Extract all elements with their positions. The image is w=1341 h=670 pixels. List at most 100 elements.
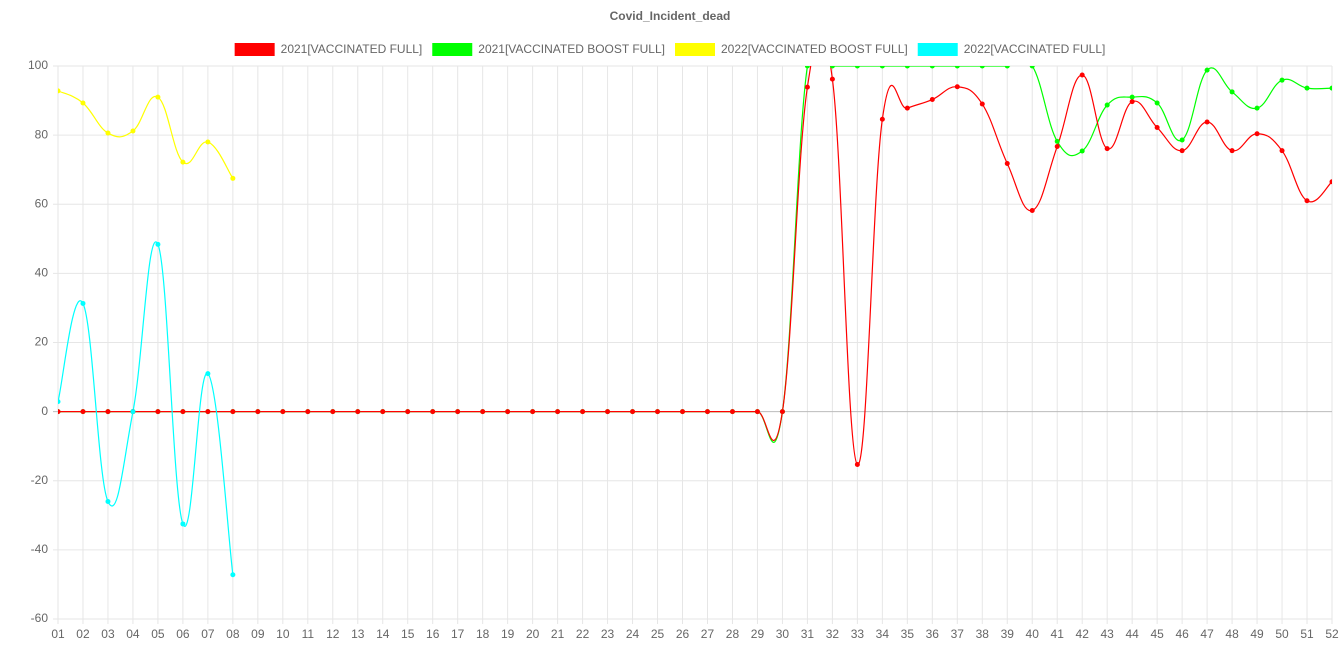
data-point: [105, 409, 111, 415]
x-tick-label: 33: [851, 627, 865, 641]
chart-title: Covid_Incident_dead: [610, 9, 731, 23]
series-line: [58, 90, 234, 179]
data-point: [854, 462, 860, 468]
data-point: [1104, 146, 1110, 152]
data-point: [205, 139, 211, 145]
x-tick-label: 27: [701, 627, 715, 641]
x-tick-label: 11: [302, 627, 315, 641]
data-point: [1054, 144, 1060, 150]
data-point: [58, 88, 61, 94]
x-tick-label: 44: [1125, 627, 1139, 641]
data-point: [1154, 125, 1160, 131]
data-point: [729, 409, 735, 415]
data-point: [1279, 77, 1285, 83]
data-point: [430, 409, 436, 415]
data-point: [230, 409, 236, 415]
y-tick-label: -20: [31, 473, 49, 487]
data-point: [854, 66, 860, 69]
x-tick-label: 36: [926, 627, 940, 641]
series-line: [58, 66, 1332, 443]
data-point: [1279, 148, 1285, 154]
data-point: [630, 409, 636, 415]
x-tick-label: 13: [351, 627, 365, 641]
data-point: [255, 409, 261, 415]
data-point: [879, 116, 885, 122]
data-point: [1304, 85, 1310, 91]
x-tick-label: 42: [1076, 627, 1090, 641]
data-point: [80, 409, 86, 415]
legend-swatch: [675, 43, 715, 56]
data-point: [380, 409, 386, 415]
data-point: [330, 409, 336, 415]
y-tick-label: 20: [35, 335, 49, 349]
x-tick-label: 24: [626, 627, 640, 641]
data-point: [230, 572, 236, 578]
legend-item: 2022[VACCINATED BOOST FULL]: [675, 42, 908, 56]
data-point: [180, 159, 186, 165]
data-point: [1029, 207, 1035, 213]
data-point: [829, 76, 835, 82]
data-point: [455, 409, 461, 415]
x-tick-label: 20: [526, 627, 540, 641]
y-tick-label: -40: [31, 542, 49, 556]
x-tick-label: 29: [751, 627, 765, 641]
data-point: [130, 409, 136, 415]
x-tick-label: 25: [651, 627, 665, 641]
y-tick-label: 40: [35, 266, 49, 280]
series-line: [58, 66, 1332, 466]
data-point: [155, 409, 161, 415]
data-point: [879, 66, 885, 69]
legend-label: 2021[VACCINATED BOOST FULL]: [478, 42, 665, 56]
y-tick-label: -60: [31, 611, 49, 625]
data-point: [1204, 67, 1210, 73]
data-point: [58, 399, 61, 405]
data-point: [280, 409, 286, 415]
data-point: [1029, 66, 1035, 69]
data-point: [704, 409, 710, 415]
x-tick-label: 08: [226, 627, 240, 641]
data-point: [155, 241, 161, 247]
x-tick-label: 19: [501, 627, 515, 641]
x-tick-label: 09: [251, 627, 265, 641]
x-tick-label: 37: [951, 627, 965, 641]
x-tick-label: 14: [376, 627, 390, 641]
y-tick-label: 0: [41, 404, 48, 418]
data-point: [505, 409, 511, 415]
data-point: [105, 498, 111, 504]
data-point: [355, 409, 361, 415]
legend-label: 2022[VACCINATED BOOST FULL]: [721, 42, 908, 56]
data-point: [1254, 105, 1260, 111]
data-point: [1254, 131, 1260, 137]
data-point: [1054, 138, 1060, 144]
x-tick-label: 52: [1325, 627, 1339, 641]
data-point: [929, 97, 935, 103]
data-point: [130, 128, 136, 134]
data-point: [954, 66, 960, 69]
data-point: [1104, 102, 1110, 108]
legend-item: 2021[VACCINATED FULL]: [234, 42, 423, 56]
data-point: [655, 409, 661, 415]
legend: 2021[VACCINATED FULL] 2021[VACCINATED BOO…: [234, 42, 1106, 56]
data-point: [180, 409, 186, 415]
data-point: [1304, 198, 1310, 204]
x-tick-label: 32: [826, 627, 840, 641]
x-tick-label: 15: [401, 627, 415, 641]
data-point: [929, 66, 935, 69]
data-point: [80, 300, 86, 306]
data-point: [180, 521, 186, 527]
x-tick-label: 50: [1275, 627, 1289, 641]
data-point: [1329, 85, 1332, 91]
legend-label: 2022[VACCINATED FULL]: [964, 42, 1106, 56]
legend-label: 2021[VACCINATED FULL]: [281, 42, 423, 56]
data-point: [1229, 89, 1235, 95]
x-tick-label: 51: [1300, 627, 1314, 641]
x-tick-label: 12: [326, 627, 340, 641]
x-tick-label: 21: [551, 627, 565, 641]
data-point: [904, 105, 910, 111]
data-point: [1329, 179, 1332, 185]
data-point: [829, 66, 835, 69]
x-tick-label: 40: [1026, 627, 1040, 641]
data-point: [230, 175, 236, 181]
series-line: [58, 241, 234, 575]
data-point: [979, 66, 985, 69]
